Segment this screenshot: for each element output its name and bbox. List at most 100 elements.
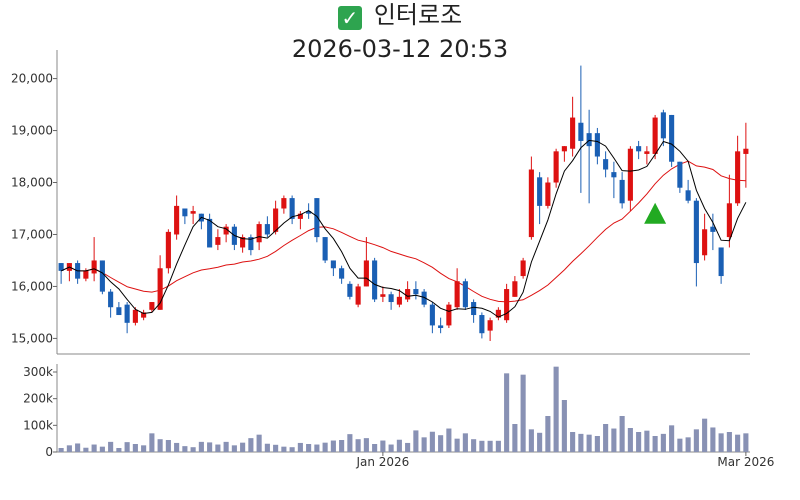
volume-bar — [421, 437, 427, 452]
volume-bar — [83, 447, 89, 452]
candle-body — [190, 211, 196, 214]
candle-body — [281, 198, 287, 209]
volume-bar — [537, 432, 543, 452]
candle-body — [495, 309, 501, 318]
volume-bar — [471, 439, 477, 452]
candle-body — [718, 247, 724, 277]
candle-body — [322, 237, 328, 261]
volume-bar — [553, 366, 559, 452]
volume-bar — [570, 432, 576, 452]
candle-body — [512, 281, 518, 297]
volume-bar — [99, 446, 105, 452]
candle-body — [174, 205, 180, 235]
candle-body — [124, 304, 130, 323]
candle-body — [91, 260, 97, 274]
volume-bar — [273, 444, 279, 452]
candle-body — [669, 114, 675, 162]
volume-bar — [644, 430, 650, 452]
candle-body — [636, 146, 642, 152]
candle-body — [421, 291, 427, 305]
candle-body — [108, 291, 114, 308]
volume-bar — [182, 446, 188, 452]
candle-body — [141, 312, 147, 318]
chart-title: ✓ 인터로조 — [0, 0, 800, 30]
candle-body — [165, 231, 171, 269]
signal-triangle-marker — [644, 202, 667, 224]
volume-bar — [58, 448, 64, 452]
volume-bar — [149, 433, 155, 452]
candle-body — [372, 260, 378, 300]
volume-bar — [512, 424, 518, 452]
volume-bar — [264, 443, 270, 452]
chart-timestamp: 2026-03-12 20:53 — [291, 35, 509, 63]
volume-bar — [289, 447, 295, 452]
volume-bar — [504, 373, 510, 452]
candle-body — [240, 237, 246, 248]
candle-body — [347, 283, 353, 297]
candle-body — [380, 294, 386, 297]
candle-body — [83, 270, 89, 279]
candle-body — [248, 237, 254, 251]
candle-body — [693, 200, 699, 264]
volume-bar — [718, 433, 724, 452]
candle-body — [471, 302, 477, 316]
candle-body — [223, 226, 229, 235]
volume-bar — [743, 433, 749, 452]
volume-bar — [174, 442, 180, 452]
candle-body — [438, 325, 444, 329]
volume-bar — [347, 434, 353, 452]
candle-body — [561, 146, 567, 152]
volume-bar — [594, 436, 600, 452]
volume-bar — [207, 442, 213, 452]
candle-body — [256, 224, 262, 243]
candle-body — [132, 309, 138, 323]
candle-body — [603, 159, 609, 170]
candle-body — [58, 263, 64, 271]
volume-bar — [297, 442, 303, 452]
volume-bar — [619, 416, 625, 452]
volume-tick-label: 200k — [23, 392, 53, 406]
volume-bar — [429, 431, 435, 452]
volume-bar — [372, 444, 378, 452]
volume-bar — [710, 427, 716, 452]
volume-bar — [248, 438, 254, 452]
candle-body — [116, 307, 122, 316]
volume-bar — [396, 439, 402, 452]
volume-bar — [405, 442, 411, 452]
candle-body — [726, 203, 732, 238]
volume-bar — [652, 436, 658, 452]
volume-bar — [685, 437, 691, 452]
candle-body — [586, 133, 592, 147]
candle-body — [429, 304, 435, 326]
candle-body — [157, 268, 163, 310]
candle-body — [743, 148, 749, 154]
candle-body — [479, 315, 485, 334]
volume-bar — [322, 442, 328, 452]
volume-bar — [388, 444, 394, 452]
candle-body — [487, 320, 493, 331]
volume-bar — [190, 447, 196, 452]
candle-body — [289, 198, 295, 219]
candle-body — [306, 211, 312, 214]
price-tick-label: 17,000 — [11, 227, 53, 241]
candle-body — [677, 161, 683, 188]
volume-bar — [578, 433, 584, 452]
candle-body — [660, 112, 666, 139]
volume-bar — [454, 438, 460, 452]
candle-body — [182, 208, 188, 217]
volume-bar — [702, 418, 708, 452]
volume-bar — [198, 441, 204, 452]
candle-body — [652, 117, 658, 154]
candle-body — [297, 213, 303, 219]
volume-bar — [314, 444, 320, 452]
volume-bar — [91, 444, 97, 452]
volume-bar — [330, 440, 336, 452]
candle-body — [528, 169, 534, 238]
volume-bar — [545, 416, 551, 452]
candle-body — [207, 218, 213, 248]
candle-body — [149, 302, 155, 310]
volume-bar — [677, 438, 683, 452]
check-mark-icon: ✓ — [337, 6, 362, 30]
volume-bar — [611, 428, 617, 452]
